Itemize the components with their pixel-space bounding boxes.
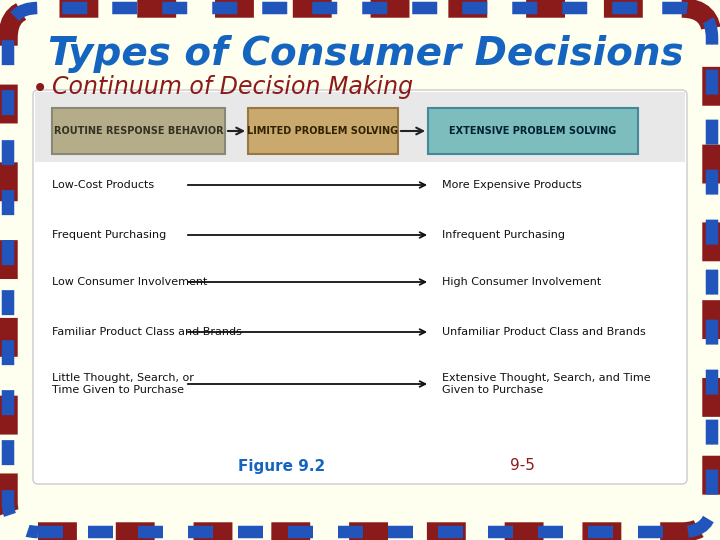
Text: Types of Consumer Decisions: Types of Consumer Decisions [48,35,683,73]
Text: EXTENSIVE PROBLEM SOLVING: EXTENSIVE PROBLEM SOLVING [449,126,616,136]
Text: •: • [32,75,48,103]
FancyBboxPatch shape [33,90,687,484]
Text: High Consumer Involvement: High Consumer Involvement [442,277,601,287]
Text: More Expensive Products: More Expensive Products [442,180,582,190]
Text: Little Thought, Search, or
Time Given to Purchase: Little Thought, Search, or Time Given to… [52,373,194,395]
Text: Familiar Product Class and Brands: Familiar Product Class and Brands [52,327,242,337]
Text: Low-Cost Products: Low-Cost Products [52,180,154,190]
Text: Frequent Purchasing: Frequent Purchasing [52,230,166,240]
Text: Extensive Thought, Search, and Time
Given to Purchase: Extensive Thought, Search, and Time Give… [442,373,651,395]
FancyBboxPatch shape [428,108,638,154]
Text: Continuum of Decision Making: Continuum of Decision Making [52,75,413,99]
Text: 9-5: 9-5 [510,458,535,474]
Text: Infrequent Purchasing: Infrequent Purchasing [442,230,565,240]
Text: LIMITED PROBLEM SOLVING: LIMITED PROBLEM SOLVING [248,126,399,136]
FancyBboxPatch shape [35,92,685,162]
Text: Unfamiliar Product Class and Brands: Unfamiliar Product Class and Brands [442,327,646,337]
Text: Low Consumer Involvement: Low Consumer Involvement [52,277,207,287]
FancyBboxPatch shape [52,108,225,154]
Text: Figure 9.2: Figure 9.2 [238,458,325,474]
FancyBboxPatch shape [248,108,398,154]
FancyBboxPatch shape [8,8,712,532]
Text: ROUTINE RESPONSE BEHAVIOR: ROUTINE RESPONSE BEHAVIOR [54,126,223,136]
